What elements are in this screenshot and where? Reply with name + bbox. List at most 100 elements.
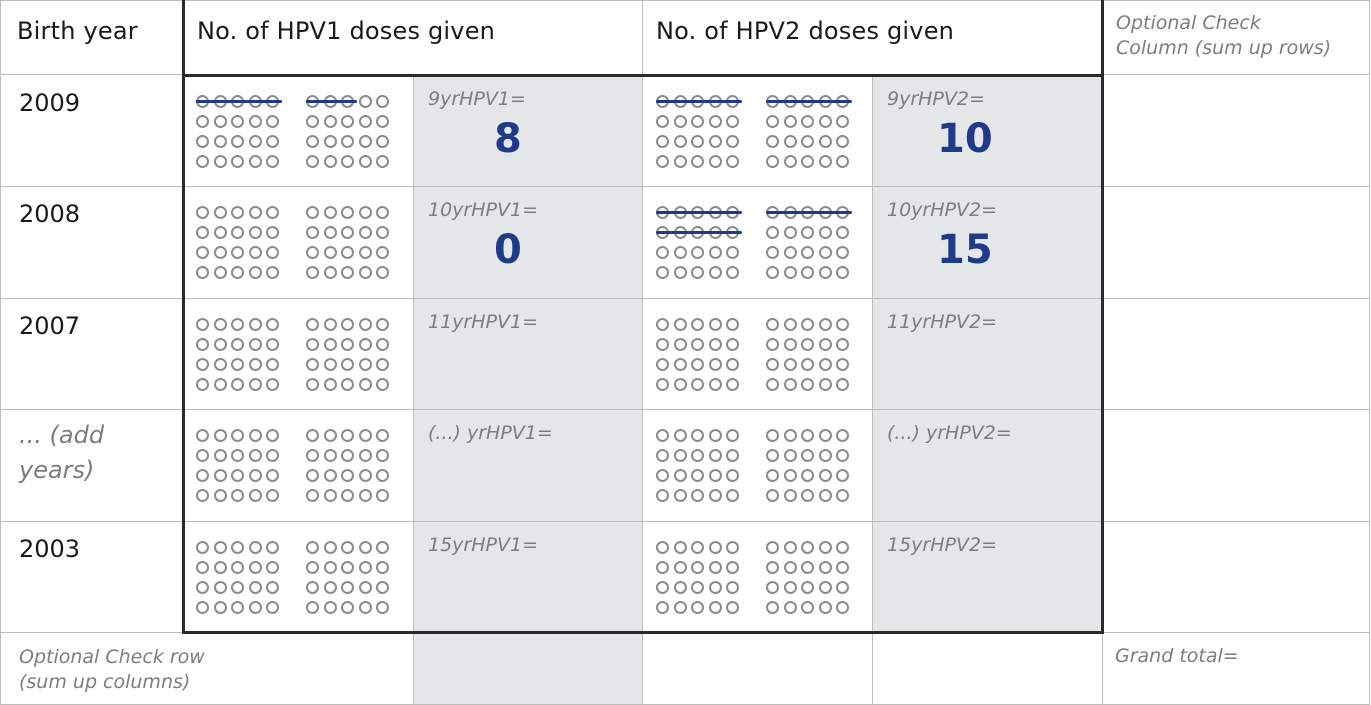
hpv2-dose-circle[interactable] [655, 315, 673, 335]
hpv1-dose-circle[interactable] [323, 558, 341, 578]
hpv2-dose-circle[interactable] [835, 223, 853, 243]
hpv1-dose-circle[interactable] [375, 243, 393, 263]
hpv1-dose-circle[interactable] [195, 152, 213, 172]
hpv1-dose-circle[interactable] [375, 223, 393, 243]
hpv2-dose-circle[interactable] [690, 112, 708, 132]
hpv2-dose-circle[interactable] [835, 152, 853, 172]
hpv2-dose-circle[interactable] [708, 132, 726, 152]
hpv2-dose-circle[interactable] [655, 486, 673, 506]
hpv1-dose-circle[interactable] [230, 426, 248, 446]
hpv2-dose-circle[interactable] [673, 355, 691, 375]
hpv2-dose-circle[interactable] [818, 598, 836, 618]
hpv1-dose-circle[interactable] [375, 426, 393, 446]
hpv2-dose-circle[interactable] [818, 426, 836, 446]
hpv1-dose-circle[interactable] [305, 558, 323, 578]
hpv2-dose-circle[interactable] [835, 558, 853, 578]
hpv2-dose-circle[interactable] [690, 263, 708, 283]
hpv2-total-cell[interactable]: 9yrHPV2= 10 [872, 76, 1102, 188]
footer-hpv2-total-cell[interactable] [872, 633, 1102, 705]
hpv2-dose-circle[interactable] [800, 426, 818, 446]
hpv1-dose-circle[interactable] [323, 426, 341, 446]
hpv2-dose-circle[interactable] [690, 426, 708, 446]
hpv1-dose-circle[interactable] [358, 243, 376, 263]
hpv2-dose-circle[interactable] [673, 152, 691, 172]
hpv1-dose-circle[interactable] [340, 558, 358, 578]
hpv1-dose-circle[interactable] [230, 558, 248, 578]
hpv1-dose-circle[interactable] [195, 558, 213, 578]
hpv1-dose-circle[interactable] [248, 538, 266, 558]
hpv1-dose-circle[interactable] [305, 486, 323, 506]
hpv2-dose-circle[interactable] [673, 243, 691, 263]
hpv2-dose-circle[interactable] [708, 426, 726, 446]
hpv1-dose-circle[interactable] [213, 203, 231, 223]
hpv1-dose-circle[interactable] [248, 203, 266, 223]
hpv1-dose-circle[interactable] [305, 375, 323, 395]
hpv2-dose-circle[interactable] [690, 335, 708, 355]
hpv1-dose-circle[interactable] [265, 446, 283, 466]
hpv1-dose-circle[interactable] [340, 112, 358, 132]
hpv1-total-cell[interactable]: 15yrHPV1= [413, 521, 642, 633]
hpv1-dose-circle[interactable] [248, 375, 266, 395]
hpv2-dose-circle[interactable] [800, 132, 818, 152]
hpv2-dose-circle[interactable] [818, 446, 836, 466]
hpv1-dose-circle[interactable] [340, 578, 358, 598]
hpv1-dose-circle[interactable] [305, 152, 323, 172]
hpv2-dose-circle[interactable] [708, 446, 726, 466]
hpv1-dose-circle[interactable] [248, 315, 266, 335]
hpv2-dose-circle[interactable] [690, 598, 708, 618]
hpv2-dose-circle[interactable] [783, 243, 801, 263]
hpv2-dose-circle[interactable] [835, 578, 853, 598]
hpv2-dose-circle[interactable] [673, 578, 691, 598]
hpv2-dose-circle[interactable] [765, 263, 783, 283]
hpv2-dose-circle[interactable] [725, 598, 743, 618]
hpv2-dose-circle[interactable] [835, 598, 853, 618]
hpv1-dose-circle[interactable] [340, 223, 358, 243]
hpv1-dose-circle[interactable] [340, 203, 358, 223]
hpv1-dose-circle[interactable] [375, 558, 393, 578]
hpv2-dose-circle[interactable] [655, 558, 673, 578]
hpv2-total-cell[interactable]: 11yrHPV2= [872, 298, 1102, 411]
hpv1-total-cell[interactable]: 9yrHPV1= 8 [413, 76, 642, 188]
hpv1-dose-circle[interactable] [340, 538, 358, 558]
hpv2-dose-circle[interactable] [765, 558, 783, 578]
hpv2-dose-circle[interactable] [655, 263, 673, 283]
hpv1-dose-circle[interactable] [358, 315, 376, 335]
hpv2-dose-circle[interactable] [800, 315, 818, 335]
hpv1-dose-circle[interactable] [230, 112, 248, 132]
hpv2-dose-circle[interactable] [818, 132, 836, 152]
hpv2-dose-circle[interactable] [765, 112, 783, 132]
hpv1-dose-circle[interactable] [305, 203, 323, 223]
hpv2-dose-circle[interactable] [708, 466, 726, 486]
hpv2-dose-circle[interactable] [655, 426, 673, 446]
hpv1-dose-circle[interactable] [305, 243, 323, 263]
hpv1-dose-circle[interactable] [230, 152, 248, 172]
hpv1-dose-circle[interactable] [375, 446, 393, 466]
hpv2-dose-circle[interactable] [818, 315, 836, 335]
hpv2-dose-circle[interactable] [783, 263, 801, 283]
optional-check-cell[interactable] [1102, 76, 1370, 188]
hpv2-dose-circle[interactable] [835, 112, 853, 132]
hpv1-dose-circle[interactable] [248, 223, 266, 243]
hpv2-dose-circle[interactable] [818, 375, 836, 395]
hpv1-dose-circle[interactable] [248, 263, 266, 283]
hpv1-dose-circle[interactable] [323, 538, 341, 558]
hpv2-dose-circle[interactable] [783, 446, 801, 466]
hpv2-dose-circle[interactable] [655, 152, 673, 172]
hpv1-dose-circle[interactable] [248, 335, 266, 355]
hpv2-total-cell[interactable]: 10yrHPV2= 15 [872, 187, 1102, 299]
hpv2-dose-circle[interactable] [725, 558, 743, 578]
hpv2-dose-circle[interactable] [673, 263, 691, 283]
hpv1-dose-circle[interactable] [230, 578, 248, 598]
hpv1-dose-circle[interactable] [358, 112, 376, 132]
hpv2-dose-circle[interactable] [800, 335, 818, 355]
hpv2-total-cell[interactable]: 15yrHPV2= [872, 521, 1102, 633]
hpv1-total-cell[interactable]: (...) yrHPV1= [413, 410, 642, 522]
hpv2-dose-circle[interactable] [690, 446, 708, 466]
hpv2-dose-circle[interactable] [783, 578, 801, 598]
hpv2-dose-circle[interactable] [835, 243, 853, 263]
hpv1-dose-circle[interactable] [230, 538, 248, 558]
hpv2-dose-circle[interactable] [765, 355, 783, 375]
hpv2-dose-circle[interactable] [708, 355, 726, 375]
hpv1-dose-circle[interactable] [340, 152, 358, 172]
hpv2-dose-circle[interactable] [800, 355, 818, 375]
